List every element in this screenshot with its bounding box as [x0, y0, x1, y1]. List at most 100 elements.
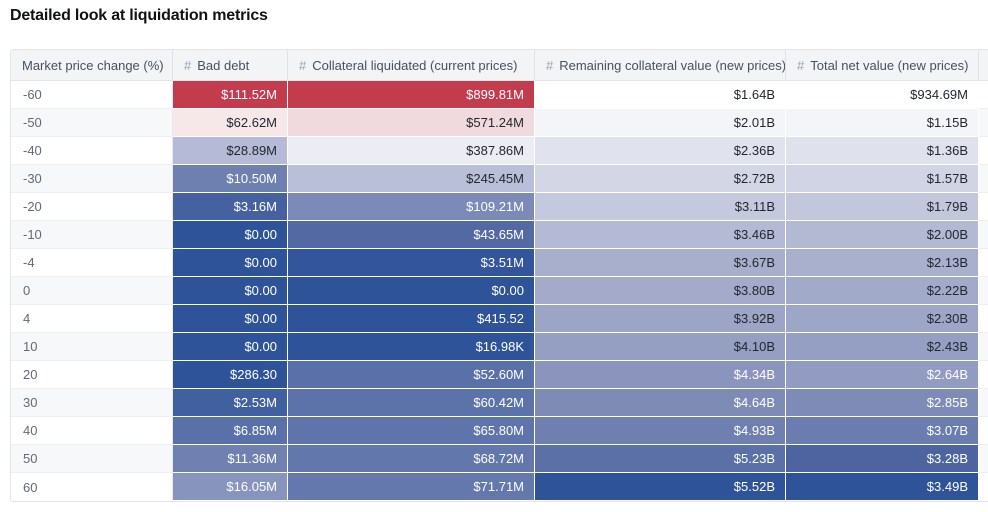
- cell-bad-debt: $286.30: [173, 361, 288, 389]
- cell-partial: [979, 277, 988, 305]
- column-header-label: Market price change (%): [22, 57, 164, 73]
- cell-remaining-collateral: $3.67B: [535, 249, 786, 277]
- table-row: -10 $0.00 $43.65M $3.46B $2.00B: [11, 221, 988, 249]
- cell-partial: [979, 193, 988, 221]
- cell-total-net-value: $934.69M: [786, 81, 979, 109]
- cell-bad-debt: $111.52M: [173, 81, 288, 109]
- cell-price-change: -4: [11, 249, 173, 277]
- cell-remaining-collateral: $3.80B: [535, 277, 786, 305]
- table-row: -40 $28.89M $387.86M $2.36B $1.36B: [11, 137, 988, 165]
- table-row: 0 $0.00 $0.00 $3.80B $2.22B: [11, 277, 988, 305]
- table-row: 30 $2.53M $60.42M $4.64B $2.85B: [11, 389, 988, 417]
- cell-price-change: -60: [11, 81, 173, 109]
- cell-collateral-liquidated: $60.42M: [288, 389, 535, 417]
- cell-partial: [979, 165, 988, 193]
- cell-collateral-liquidated: $68.72M: [288, 445, 535, 473]
- cell-collateral-liquidated: $52.60M: [288, 361, 535, 389]
- table-row: 4 $0.00 $415.52 $3.92B $2.30B: [11, 305, 988, 333]
- table-row: -20 $3.16M $109.21M $3.11B $1.79B: [11, 193, 988, 221]
- cell-total-net-value: $3.28B: [786, 445, 979, 473]
- table-header-row: Market price change (%) # Bad debt # Collate…: [11, 50, 988, 81]
- cell-price-change: -20: [11, 193, 173, 221]
- column-header-price-change[interactable]: Market price change (%): [11, 50, 173, 80]
- cell-partial: [979, 389, 988, 417]
- table-row: 60 $16.05M $71.71M $5.52B $3.49B: [11, 473, 988, 501]
- cell-price-change: 30: [11, 389, 173, 417]
- column-header-label: Total net value (new prices): [810, 57, 969, 73]
- cell-remaining-collateral: $4.93B: [535, 417, 786, 445]
- cell-total-net-value: $2.30B: [786, 305, 979, 333]
- number-column-icon: #: [299, 57, 307, 73]
- page-title: Detailed look at liquidation metrics: [10, 7, 268, 24]
- cell-collateral-liquidated: $245.45M: [288, 165, 535, 193]
- cell-partial: [979, 333, 988, 361]
- cell-bad-debt: $16.05M: [173, 473, 288, 501]
- cell-remaining-collateral: $3.46B: [535, 221, 786, 249]
- cell-price-change: -40: [11, 137, 173, 165]
- column-header-label: Collateral liquidated (current prices): [312, 57, 518, 73]
- cell-collateral-liquidated: $71.71M: [288, 473, 535, 501]
- cell-total-net-value: $3.49B: [786, 473, 979, 501]
- cell-collateral-liquidated: $43.65M: [288, 221, 535, 249]
- cell-collateral-liquidated: $16.98K: [288, 333, 535, 361]
- cell-price-change: 10: [11, 333, 173, 361]
- cell-bad-debt: $2.53M: [173, 389, 288, 417]
- liquidation-metrics-table: Market price change (%) # Bad debt # Collate…: [10, 49, 988, 502]
- cell-partial: [979, 81, 988, 109]
- cell-remaining-collateral: $5.23B: [535, 445, 786, 473]
- table-row: -30 $10.50M $245.45M $2.72B $1.57B: [11, 165, 988, 193]
- cell-price-change: 40: [11, 417, 173, 445]
- table-row: -50 $62.62M $571.24M $2.01B $1.15B: [11, 109, 988, 137]
- cell-partial: [979, 445, 988, 473]
- cell-collateral-liquidated: $3.51M: [288, 249, 535, 277]
- cell-total-net-value: $3.07B: [786, 417, 979, 445]
- cell-remaining-collateral: $4.64B: [535, 389, 786, 417]
- column-header-remaining-collateral[interactable]: # Remaining collateral value (new prices): [535, 50, 786, 80]
- cell-bad-debt: $0.00: [173, 277, 288, 305]
- cell-partial: [979, 221, 988, 249]
- table-row: 20 $286.30 $52.60M $4.34B $2.64B: [11, 361, 988, 389]
- table-body: -60 $111.52M $899.81M $1.64B $934.69M -50 $62.…: [11, 81, 988, 501]
- column-header-total-net-value[interactable]: # Total net value (new prices): [786, 50, 979, 80]
- cell-price-change: -30: [11, 165, 173, 193]
- cell-price-change: 60: [11, 473, 173, 501]
- cell-partial: [979, 305, 988, 333]
- cell-partial: [979, 249, 988, 277]
- cell-bad-debt: $11.36M: [173, 445, 288, 473]
- cell-partial: [979, 361, 988, 389]
- cell-total-net-value: $1.79B: [786, 193, 979, 221]
- cell-bad-debt: $28.89M: [173, 137, 288, 165]
- cell-remaining-collateral: $2.01B: [535, 109, 786, 137]
- cell-partial: [979, 109, 988, 137]
- cell-remaining-collateral: $3.92B: [535, 305, 786, 333]
- cell-total-net-value: $2.85B: [786, 389, 979, 417]
- number-column-icon: #: [184, 57, 192, 73]
- column-header-partial: [979, 50, 988, 80]
- column-header-collateral-liquidated[interactable]: # Collateral liquidated (current prices): [288, 50, 535, 80]
- cell-collateral-liquidated: $65.80M: [288, 417, 535, 445]
- table-row: 50 $11.36M $68.72M $5.23B $3.28B: [11, 445, 988, 473]
- number-column-icon: #: [546, 57, 554, 73]
- cell-collateral-liquidated: $109.21M: [288, 193, 535, 221]
- cell-collateral-liquidated: $0.00: [288, 277, 535, 305]
- column-header-label: Bad debt: [197, 57, 250, 73]
- cell-bad-debt: $10.50M: [173, 165, 288, 193]
- table-row: 40 $6.85M $65.80M $4.93B $3.07B: [11, 417, 988, 445]
- table-row: -4 $0.00 $3.51M $3.67B $2.13B: [11, 249, 988, 277]
- cell-price-change: 0: [11, 277, 173, 305]
- table-row: -60 $111.52M $899.81M $1.64B $934.69M: [11, 81, 988, 109]
- cell-total-net-value: $1.15B: [786, 109, 979, 137]
- cell-total-net-value: $1.57B: [786, 165, 979, 193]
- number-column-icon: #: [797, 57, 805, 73]
- cell-price-change: 20: [11, 361, 173, 389]
- column-header-bad-debt[interactable]: # Bad debt: [173, 50, 288, 80]
- cell-bad-debt: $62.62M: [173, 109, 288, 137]
- cell-price-change: -10: [11, 221, 173, 249]
- cell-total-net-value: $2.00B: [786, 221, 979, 249]
- cell-total-net-value: $1.36B: [786, 137, 979, 165]
- cell-remaining-collateral: $5.52B: [535, 473, 786, 501]
- cell-collateral-liquidated: $571.24M: [288, 109, 535, 137]
- table-row: 10 $0.00 $16.98K $4.10B $2.43B: [11, 333, 988, 361]
- cell-partial: [979, 137, 988, 165]
